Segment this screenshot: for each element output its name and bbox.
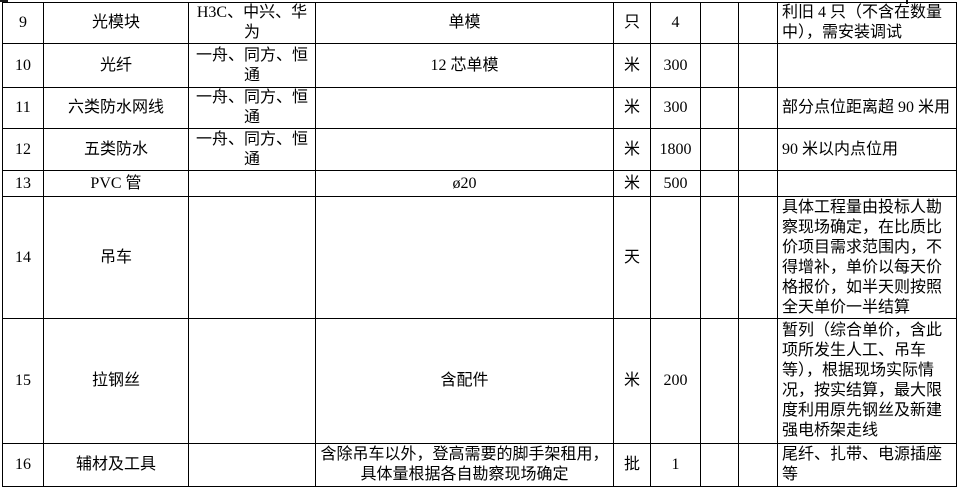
cell-empty-2 xyxy=(738,43,778,88)
table-row: 15 拉钢丝 含配件 米 200 暂列（综合单价，含此项所发生人工、吊车等），根… xyxy=(2,318,957,444)
cell-unit: 米 xyxy=(613,87,651,129)
cell-brand: 一舟、同方、恒通 xyxy=(188,43,316,88)
table-row: 11 六类防水网线 一舟、同方、恒通 米 300 部分点位距离超 90 米用 xyxy=(2,87,957,129)
cell-unit: 米 xyxy=(613,170,651,197)
cell-remark: 部分点位距离超 90 米用 xyxy=(777,87,957,129)
cell-brand xyxy=(188,443,316,487)
cell-empty-1 xyxy=(700,196,739,319)
cell-empty-1 xyxy=(700,170,739,197)
cell-qty: 1800 xyxy=(650,128,701,171)
cell-spec: ø20 xyxy=(315,170,614,197)
cell-remark: 利旧 4 只（不含在数量中），需安装调试 xyxy=(777,2,957,44)
table-row: 10 光纤 一舟、同方、恒通 12 芯单模 米 300 xyxy=(2,43,957,88)
cell-empty-2 xyxy=(738,2,778,44)
cell-item-name: 光纤 xyxy=(43,43,189,88)
cell-qty: 500 xyxy=(650,170,701,197)
cell-spec: 单模 xyxy=(315,2,614,44)
cell-seq: 14 xyxy=(2,196,44,319)
cell-seq: 12 xyxy=(2,128,44,171)
cell-empty-1 xyxy=(700,2,739,44)
table-row: 9 光模块 H3C、中兴、华为 单模 只 4 利旧 4 只（不含在数量中），需安… xyxy=(2,2,957,44)
cell-spec xyxy=(315,196,614,319)
cell-item-name: 拉钢丝 xyxy=(43,318,189,444)
cell-empty-1 xyxy=(700,318,739,444)
cell-qty xyxy=(650,196,701,319)
cell-brand xyxy=(188,196,316,319)
cell-remark xyxy=(777,170,957,197)
cell-brand: 一舟、同方、恒通 xyxy=(188,128,316,171)
cell-unit: 批 xyxy=(613,443,651,487)
cell-spec xyxy=(315,128,614,171)
cell-remark: 暂列（综合单价，含此项所发生人工、吊车等），根据现场实际情况，按实结算，最大限度… xyxy=(777,318,957,444)
cell-unit: 米 xyxy=(613,128,651,171)
cell-item-name: 五类防水 xyxy=(43,128,189,171)
cell-qty: 4 xyxy=(650,2,701,44)
cell-empty-2 xyxy=(738,196,778,319)
cell-seq: 13 xyxy=(2,170,44,197)
cell-remark: 尾纤、扎带、电源插座等 xyxy=(777,443,957,487)
table-row: 13 PVC 管 ø20 米 500 xyxy=(2,170,957,197)
cell-empty-1 xyxy=(700,128,739,171)
cell-qty: 1 xyxy=(650,443,701,487)
cell-seq: 11 xyxy=(2,87,44,129)
table-row: 14 吊车 天 具体工程量由投标人勘察现场确定，在比质比价项目需求范围内，不得增… xyxy=(2,196,957,319)
cell-empty-2 xyxy=(738,170,778,197)
cell-empty-2 xyxy=(738,318,778,444)
cell-remark xyxy=(777,43,957,88)
cell-unit: 米 xyxy=(613,43,651,88)
table-row: 16 辅材及工具 含除吊车以外，登高需要的脚手架租用，具体量根据各自勘察现场确定… xyxy=(2,443,957,487)
cell-empty-2 xyxy=(738,443,778,487)
cell-item-name: 光模块 xyxy=(43,2,189,44)
cell-unit: 只 xyxy=(613,2,651,44)
cell-item-name: 六类防水网线 xyxy=(43,87,189,129)
cell-empty-2 xyxy=(738,87,778,129)
cell-spec: 含除吊车以外，登高需要的脚手架租用，具体量根据各自勘察现场确定 xyxy=(315,443,614,487)
cell-spec: 12 芯单模 xyxy=(315,43,614,88)
cell-item-name: PVC 管 xyxy=(43,170,189,197)
cell-seq: 15 xyxy=(2,318,44,444)
cell-empty-1 xyxy=(700,87,739,129)
cell-brand xyxy=(188,318,316,444)
cell-spec xyxy=(315,87,614,129)
cell-item-name: 辅材及工具 xyxy=(43,443,189,487)
cell-qty: 200 xyxy=(650,318,701,444)
cell-remark: 具体工程量由投标人勘察现场确定，在比质比价项目需求范围内，不得增补，单价以每天价… xyxy=(777,196,957,319)
cell-empty-2 xyxy=(738,128,778,171)
cell-spec: 含配件 xyxy=(315,318,614,444)
cell-seq: 9 xyxy=(2,2,44,44)
cell-brand xyxy=(188,170,316,197)
table-row: 12 五类防水 一舟、同方、恒通 米 1800 90 米以内点位用 xyxy=(2,128,957,171)
cell-brand: 一舟、同方、恒通 xyxy=(188,87,316,129)
cell-seq: 16 xyxy=(2,443,44,487)
cell-empty-1 xyxy=(700,443,739,487)
cell-empty-1 xyxy=(700,43,739,88)
cell-unit: 天 xyxy=(613,196,651,319)
cell-qty: 300 xyxy=(650,87,701,129)
scan-artifact-top-left xyxy=(0,0,8,2)
cell-remark: 90 米以内点位用 xyxy=(777,128,957,171)
cell-qty: 300 xyxy=(650,43,701,88)
cell-item-name: 吊车 xyxy=(43,196,189,319)
cell-seq: 10 xyxy=(2,43,44,88)
cell-brand: H3C、中兴、华为 xyxy=(188,2,316,44)
cell-unit: 米 xyxy=(613,318,651,444)
